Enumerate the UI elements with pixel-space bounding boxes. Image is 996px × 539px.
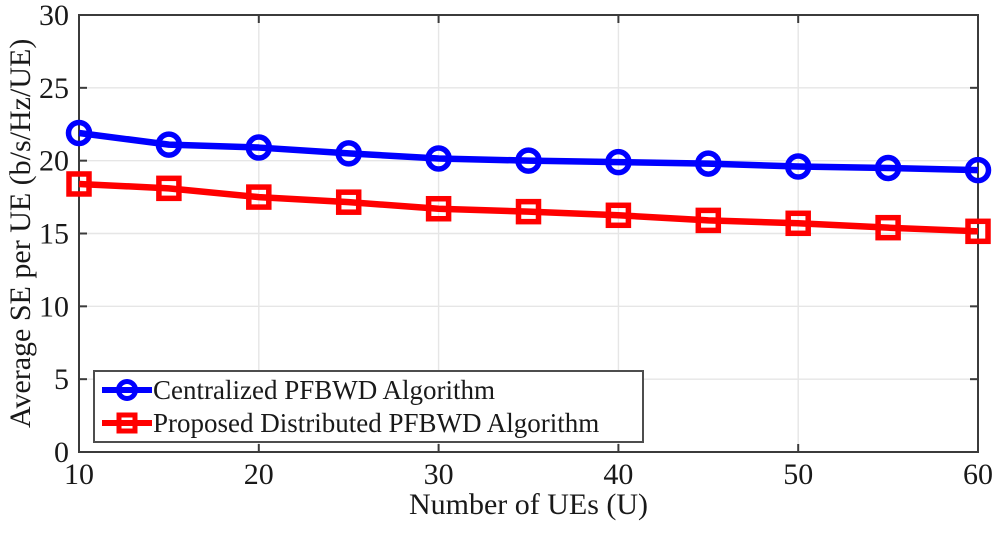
data-point-circle[interactable]: [964, 156, 992, 184]
y-tick-label: 10: [39, 290, 69, 323]
data-point-square[interactable]: [335, 189, 362, 215]
legend-item-distributed[interactable]: Proposed Distributed PFBWD Algorithm: [101, 407, 642, 440]
x-tick-label: 50: [783, 458, 813, 491]
data-point-circle[interactable]: [65, 119, 93, 147]
y-tick-label: 30: [39, 0, 69, 32]
data-point-circle[interactable]: [245, 134, 273, 161]
y-tick-label: 5: [54, 363, 69, 396]
y-tick-label: 15: [39, 218, 69, 251]
data-point-circle[interactable]: [784, 153, 812, 180]
data-point-circle[interactable]: [155, 131, 183, 158]
data-point-square[interactable]: [515, 198, 542, 225]
legend-label-centralized: Centralized PFBWD Algorithm: [153, 375, 495, 405]
x-axis-label: Number of UEs (U): [408, 488, 649, 521]
data-point-circle[interactable]: [695, 150, 722, 177]
y-tick-label: 25: [39, 72, 69, 105]
data-point-square[interactable]: [425, 195, 452, 222]
x-tick-label: 40: [603, 458, 633, 491]
data-point-square[interactable]: [66, 171, 92, 197]
x-tick-label: 30: [424, 458, 454, 491]
y-tick-label: 0: [54, 436, 69, 469]
y-axis-label: Average SE per UE (b/s/Hz/UE): [4, 38, 37, 429]
series-line-1: [78, 180, 979, 235]
y-tick-label: 20: [39, 145, 69, 178]
legend-label-distributed: Proposed Distributed PFBWD Algorithm: [153, 408, 600, 438]
x-tick-label: 10: [64, 458, 94, 491]
data-point-circle[interactable]: [335, 140, 362, 167]
series-line-0: [78, 129, 979, 174]
data-point-square[interactable]: [695, 207, 722, 234]
data-point-square[interactable]: [156, 175, 182, 202]
legend-item-centralized[interactable]: Centralized PFBWD Algorithm: [101, 374, 642, 407]
data-point-circle[interactable]: [874, 154, 902, 182]
data-point-circle[interactable]: [425, 145, 452, 172]
legend-line-circle-icon: [102, 379, 152, 401]
data-point-square[interactable]: [246, 184, 272, 210]
x-tick-label: 60: [963, 458, 993, 491]
data-point-square[interactable]: [605, 202, 632, 229]
data-point-square[interactable]: [785, 210, 811, 237]
data-point-square[interactable]: [965, 218, 991, 245]
legend-line-square-icon: [102, 412, 152, 434]
data-point-square[interactable]: [875, 214, 901, 241]
x-tick-label: 20: [244, 458, 274, 491]
legend: Centralized PFBWD Algorithm Proposed Dis…: [93, 370, 644, 443]
data-point-circle[interactable]: [605, 148, 632, 176]
data-point-circle[interactable]: [515, 147, 542, 174]
